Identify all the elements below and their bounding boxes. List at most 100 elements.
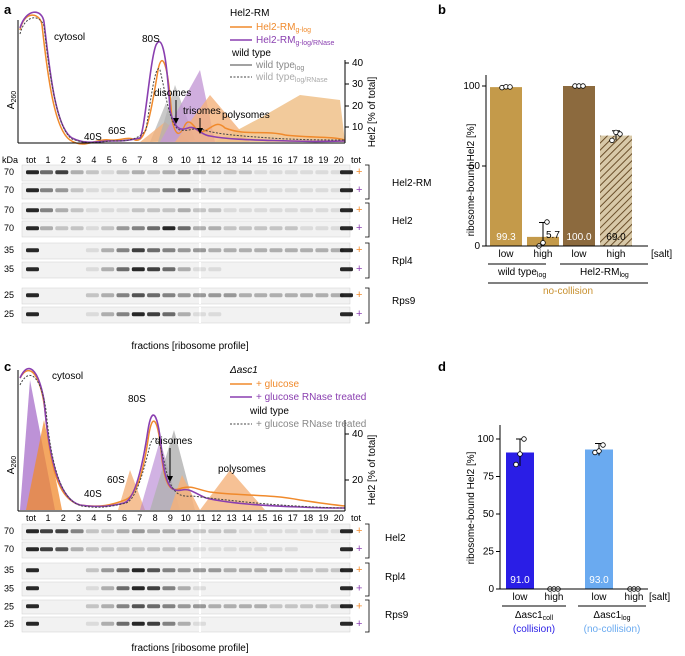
blot-band [254, 293, 268, 298]
blot-band [269, 188, 283, 193]
c-tick-40: 40 [352, 429, 364, 440]
blot-band [300, 208, 314, 213]
blot-band [269, 208, 283, 213]
fraction-number: 13 [227, 513, 237, 523]
blot-band [26, 293, 39, 298]
blot-band [26, 621, 39, 626]
salt-label: low [571, 249, 587, 260]
bar [585, 449, 613, 589]
blot-band [26, 208, 39, 213]
blot-band [131, 568, 145, 573]
blot-band [162, 248, 176, 253]
blot-band [269, 547, 283, 552]
blot-band [26, 267, 39, 272]
condition-sign: + [356, 525, 362, 537]
fraction-number: 16 [272, 155, 282, 165]
blot-band [193, 248, 206, 253]
c-fraction-numbers: 1 2 3 4 5 6 7 8 9 10 11 12 13 14 15 16 17 18 19 20 [45, 513, 343, 523]
blot-band [193, 208, 206, 213]
blot-band [85, 208, 99, 213]
d-group1-label: Δasc1coll [515, 610, 554, 622]
blot-band [85, 170, 99, 175]
blot-band [26, 188, 39, 193]
a-curve-orange [19, 14, 346, 145]
blot-band [101, 188, 115, 193]
blot-band [26, 248, 39, 253]
blot-band [116, 188, 130, 193]
blot-band [70, 529, 84, 534]
blot-band [70, 226, 84, 231]
c-arrowhead-disomes [167, 476, 173, 482]
c-peak-disomes: disomes [155, 436, 192, 447]
fraction-number: 1 [45, 155, 50, 165]
mw-label: 35 [4, 245, 14, 255]
a-arrowhead-trisomes [197, 128, 203, 134]
c-legend-title: Δasc1 [229, 365, 258, 376]
blot-band [40, 188, 53, 193]
blot-band [101, 293, 115, 298]
blot-band [40, 208, 53, 213]
blot-band [284, 293, 298, 298]
blot-band [162, 293, 176, 298]
bar-value-label: 99.3 [496, 232, 516, 243]
a-legend-purple: Hel2-RMg-log/RNase [256, 35, 334, 47]
blot-band [116, 226, 130, 231]
c-peak-80s: 80S [128, 394, 146, 405]
panel-d-letter: d [438, 359, 446, 374]
blot-band [147, 267, 161, 272]
blot-band [315, 293, 329, 298]
b-bars: low high low high 99.3 5.7 100.0 69.0 [486, 83, 648, 260]
a-blots: 70 +70 +70 +70 +35 +35 +25 +25 + [4, 164, 370, 324]
blot-band [131, 170, 145, 175]
blot-band [340, 226, 353, 231]
blot-band [162, 586, 176, 591]
blot-band [131, 586, 145, 591]
b-nocollision-label: no-collision [543, 286, 593, 297]
blot-band [300, 604, 314, 609]
blot-band [147, 170, 161, 175]
c-legend-orange: + glucose [256, 379, 300, 390]
condition-sign: + [356, 263, 362, 275]
blot-band [162, 170, 176, 175]
blot-band [101, 547, 115, 552]
d-ticks: 0 25 50 75 100 [477, 434, 500, 595]
blot-band [340, 248, 353, 253]
blot-band [131, 226, 145, 231]
a-blot-label-rps9: Rps9 [392, 296, 416, 307]
bar-value-label: 69.0 [606, 232, 626, 243]
blot-band [269, 529, 283, 534]
fraction-number: 9 [168, 513, 173, 523]
blot-band [254, 248, 268, 253]
bar [506, 452, 534, 589]
mw-label: 35 [4, 583, 14, 593]
blot-band [101, 312, 115, 317]
blot-band [284, 208, 298, 213]
blot-band [193, 568, 206, 573]
a-tick-40: 40 [352, 58, 364, 69]
panel-c-profile: 40 20 Hel2 [% of total] A260 cytosol 40S… [6, 367, 378, 512]
blot-band [254, 529, 268, 534]
blot-band [116, 208, 130, 213]
c-curve-orange [19, 369, 346, 507]
blot-band [85, 568, 99, 573]
blot-band [26, 529, 39, 534]
blot-band [254, 604, 268, 609]
blot-band [315, 208, 329, 213]
blot-band [208, 208, 222, 213]
fraction-number: 11 [196, 155, 205, 165]
blot-band [284, 568, 298, 573]
blot-band [238, 248, 252, 253]
condition-sign: + [356, 618, 362, 630]
blot-band [284, 248, 298, 253]
condition-sign: + [356, 244, 362, 256]
blot-band [70, 170, 84, 175]
d-group2-note: (no-collision) [584, 624, 641, 635]
blot-band [177, 248, 191, 253]
blot-band [300, 248, 314, 253]
replicate-dot [609, 137, 615, 144]
c-orange-area-disome [170, 475, 200, 510]
blot-band [269, 604, 283, 609]
blot-band [40, 529, 53, 534]
blot-band [85, 248, 99, 253]
a-tick-10: 10 [352, 122, 364, 133]
